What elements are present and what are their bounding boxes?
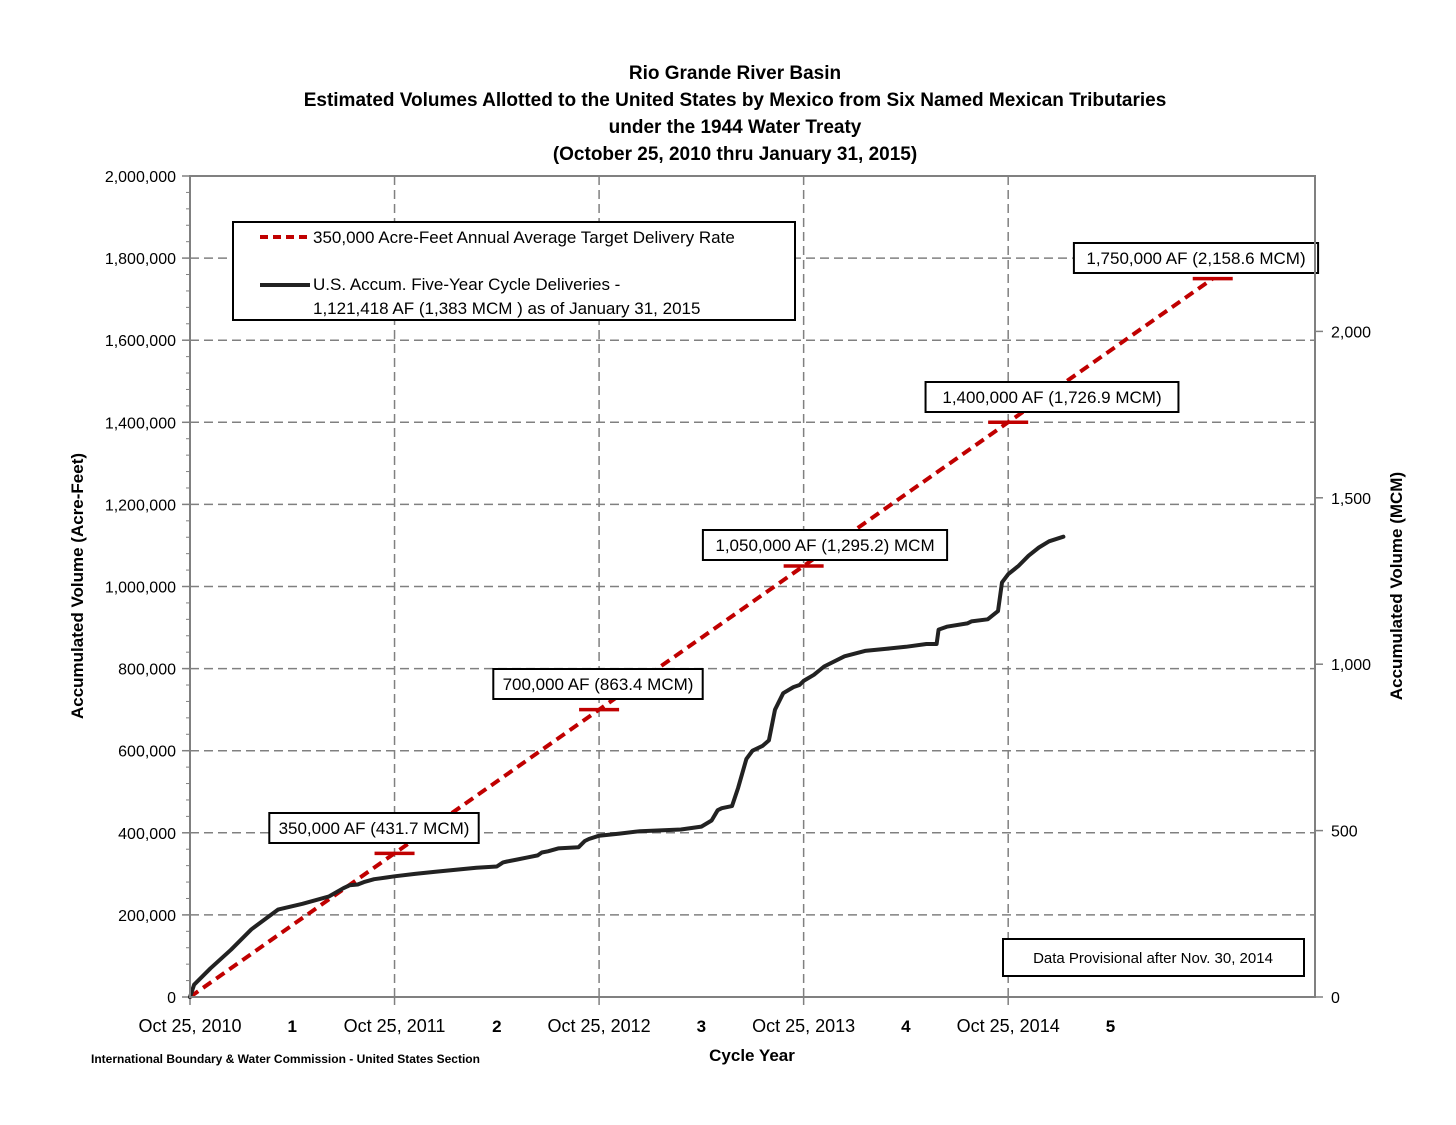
target-callout-box: [492, 668, 704, 700]
y2-tick-label: 0: [1331, 990, 1340, 1007]
title-line-4: (October 25, 2010 thru January 31, 2015): [553, 144, 917, 165]
x-tick-label: Oct 25, 2011: [344, 1016, 446, 1036]
target-callout-label: 700,000 AF (863.4 MCM): [503, 675, 694, 694]
target-callout-label: 1,400,000 AF (1,726.9 MCM): [942, 388, 1161, 407]
y2-tick-label: 1,000: [1331, 657, 1371, 674]
note-box: [1002, 938, 1305, 977]
footer-credit: International Boundary & Water Commissio…: [91, 1052, 480, 1066]
y-tick-label: 200,000: [118, 908, 176, 925]
y-tick-label: 1,400,000: [105, 415, 176, 432]
x-tick-label: Oct 25, 2012: [548, 1016, 651, 1036]
y-tick-label: 1,200,000: [105, 497, 176, 514]
y-tick-label: 600,000: [118, 744, 176, 761]
target-callout-box: [701, 529, 949, 561]
cycle-year-label: 1: [288, 1017, 297, 1036]
target-callout-box: [1072, 242, 1320, 274]
y-tick-label: 1,600,000: [105, 333, 176, 350]
legend-label-target: 350,000 Acre-Feet Annual Average Target …: [313, 228, 735, 247]
x-axis-title: Cycle Year: [709, 1046, 795, 1065]
note-text: Data Provisional after Nov. 30, 2014: [1033, 950, 1273, 967]
title-line-1: Rio Grande River Basin: [629, 63, 841, 84]
plot-area-border: [189, 175, 1316, 998]
legend-label-deliveries: U.S. Accum. Five-Year Cycle Deliveries -: [313, 275, 620, 294]
y2-axis-title: Accumulated Volume (MCM): [1387, 472, 1406, 700]
target-markers: 350,000 AF (431.7 MCM) 700,000 AF (863.4 …: [268, 242, 1320, 856]
x-tick-label: Oct 25, 2014: [957, 1016, 1060, 1036]
target-callout-label: 1,750,000 AF (2,158.6 MCM): [1086, 249, 1305, 268]
chart-title: Rio Grande River Basin Estimated Volumes…: [304, 63, 1167, 165]
target-callout-label: 350,000 AF (431.7 MCM): [279, 819, 470, 838]
y-tick-label: 800,000: [118, 662, 176, 679]
legend: 350,000 Acre-Feet Annual Average Target …: [232, 221, 796, 321]
series-deliveries-line: [188, 534, 1066, 999]
y2-tick-label: 1,500: [1331, 491, 1371, 508]
x-tick-label: Oct 25, 2010: [138, 1016, 241, 1036]
target-callout-box: [268, 812, 480, 844]
provisional-note: Data Provisional after Nov. 30, 2014: [1002, 938, 1305, 977]
title-line-2: Estimated Volumes Allotted to the United…: [304, 90, 1167, 111]
legend-label-deliveries-line2: 1,121,418 AF (1,383 MCM ) as of January …: [313, 299, 700, 318]
y-tick-label: 2,000,000: [105, 169, 176, 186]
target-callout-label: 1,050,000 AF (1,295.2) MCM: [715, 536, 934, 555]
cycle-year-label: 3: [697, 1017, 706, 1036]
x-tick-label: Oct 25, 2013: [752, 1016, 855, 1036]
y-tick-label: 1,000,000: [105, 580, 176, 597]
cycle-year-label: 2: [492, 1017, 501, 1036]
target-callout-box: [924, 381, 1180, 413]
y-axis-title: Accumulated Volume (Acre-Feet): [68, 453, 87, 719]
y-tick-label: 400,000: [118, 826, 176, 843]
tick-labels: 0 200,000 400,000 600,000 800,000 1,000,000 1,…: [105, 169, 1371, 1036]
title-line-3: under the 1944 Water Treaty: [609, 117, 862, 138]
cycle-year-label: 5: [1106, 1017, 1115, 1036]
cycle-year-label: 4: [901, 1017, 911, 1036]
legend-box: [232, 221, 796, 321]
y-tick-label: 1,800,000: [105, 251, 176, 268]
y-tick-label: 0: [167, 990, 176, 1007]
y2-tick-label: 2,000: [1331, 324, 1371, 341]
y2-tick-label: 500: [1331, 824, 1358, 841]
